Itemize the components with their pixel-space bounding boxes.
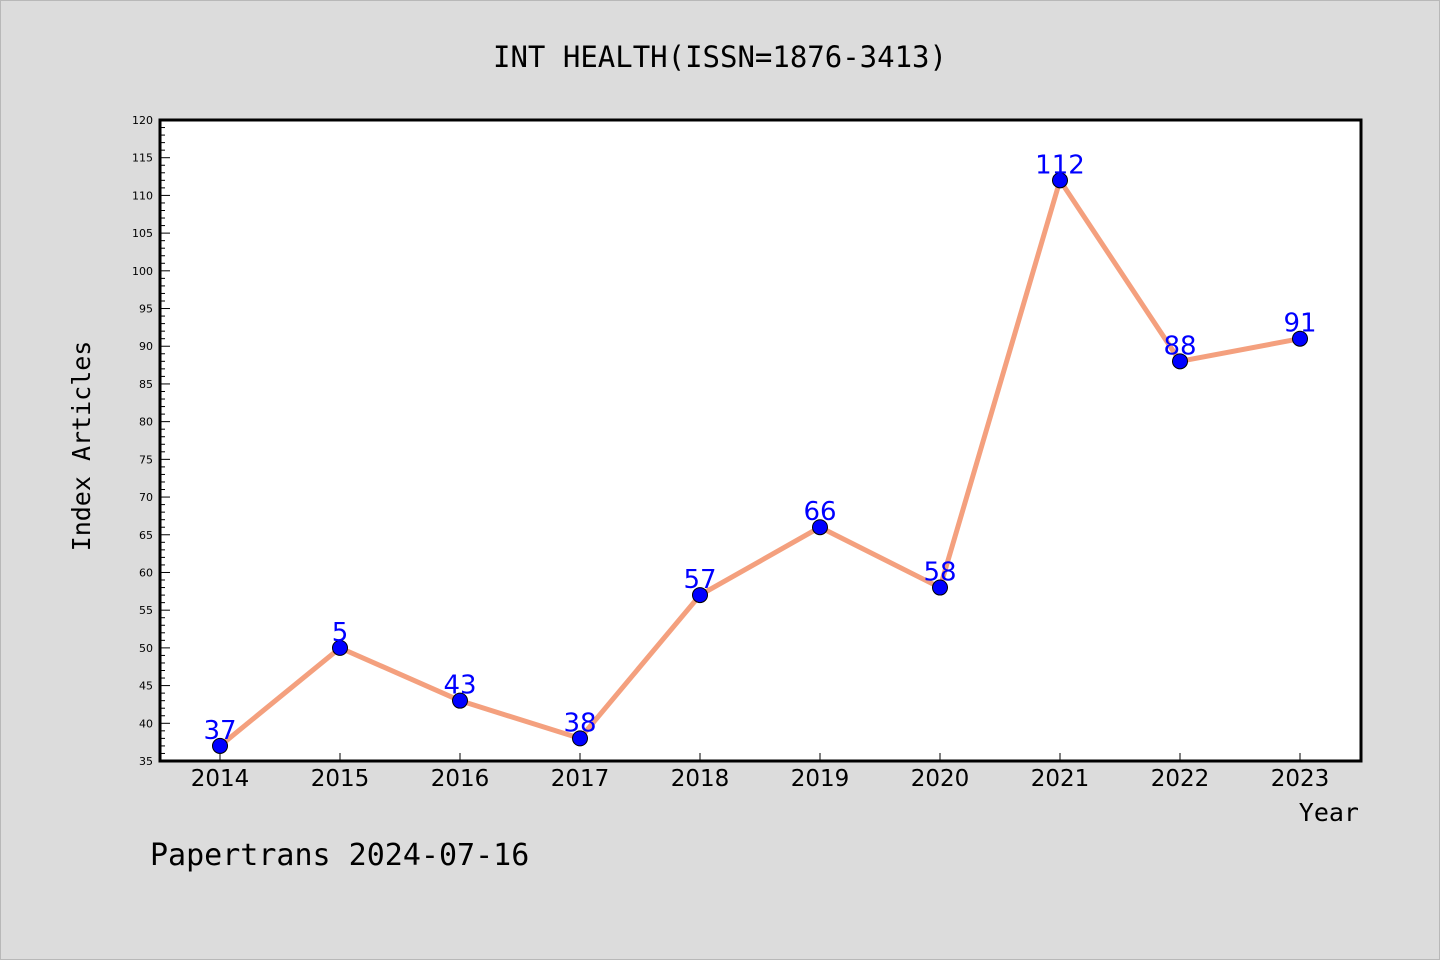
x-tick-label: 2020 xyxy=(911,766,970,792)
x-tick-label: 2017 xyxy=(551,766,610,792)
x-tick-label: 2021 xyxy=(1031,766,1090,792)
data-label: 57 xyxy=(683,565,716,595)
x-tick-label: 2018 xyxy=(671,766,730,792)
y-tick-label: 100 xyxy=(132,265,153,278)
data-point xyxy=(452,692,468,709)
data-label: 66 xyxy=(803,497,836,527)
footer-text: Papertrans 2024-07-16 xyxy=(150,838,529,873)
y-tick-label: 60 xyxy=(139,566,153,579)
y-tick-label: 70 xyxy=(139,491,153,504)
data-point xyxy=(932,579,948,596)
data-point xyxy=(212,737,228,754)
data-labels: 37 5 43 38 57 66 58 112 88 91 xyxy=(203,150,1316,746)
y-tick-label: 80 xyxy=(139,416,153,429)
data-label: 43 xyxy=(443,671,476,701)
data-label: 91 xyxy=(1283,309,1316,339)
x-tick-label: 2015 xyxy=(311,766,370,792)
y-tick-label: 45 xyxy=(139,680,153,693)
y-tick-label: 65 xyxy=(139,529,153,542)
data-label: 58 xyxy=(923,558,956,588)
y-tick-label: 40 xyxy=(139,717,153,730)
y-tick-label: 75 xyxy=(139,453,153,466)
data-label: 5 xyxy=(332,618,349,648)
data-point xyxy=(572,730,588,747)
x-axis-label: Year xyxy=(1299,798,1359,827)
y-tick-label: 35 xyxy=(139,755,153,768)
x-tick-label: 2023 xyxy=(1271,766,1330,792)
series-line xyxy=(212,172,1308,754)
y-axis-label: Index Articles xyxy=(67,341,96,552)
y-tick-label: 55 xyxy=(139,604,153,617)
x-tick-label: 2022 xyxy=(1151,766,1210,792)
y-axis: 35 40 45 50 55 60 65 70 75 80 85 90 95 100 105 110 115 12… xyxy=(132,114,170,768)
y-tick-label: 85 xyxy=(139,378,153,391)
x-axis: 2014 2015 2016 2017 2018 2019 2020 2021 2022 2023 xyxy=(191,753,1330,792)
y-tick-label: 50 xyxy=(139,642,153,655)
y-tick-label: 90 xyxy=(139,340,153,353)
data-label: 112 xyxy=(1035,150,1085,180)
x-tick-label: 2014 xyxy=(191,766,250,792)
data-point xyxy=(692,587,708,604)
data-label: 88 xyxy=(1163,331,1196,361)
data-point xyxy=(812,519,828,536)
y-tick-label: 115 xyxy=(132,152,153,165)
x-tick-label: 2016 xyxy=(431,766,490,792)
data-label: 37 xyxy=(203,716,236,746)
y-tick-label: 120 xyxy=(132,114,153,127)
chart-title: INT HEALTH(ISSN=1876-3413) xyxy=(493,40,947,74)
series-polyline xyxy=(218,177,1301,748)
y-tick-label: 95 xyxy=(139,303,153,316)
y-tick-label: 110 xyxy=(132,189,153,202)
data-label: 38 xyxy=(563,708,596,738)
plot-area xyxy=(158,118,1363,763)
data-point xyxy=(332,639,348,656)
data-point xyxy=(1292,330,1308,347)
x-tick-label: 2019 xyxy=(791,766,850,792)
data-point xyxy=(1052,172,1068,189)
y-tick-label: 105 xyxy=(132,227,153,240)
data-point xyxy=(1172,353,1188,370)
